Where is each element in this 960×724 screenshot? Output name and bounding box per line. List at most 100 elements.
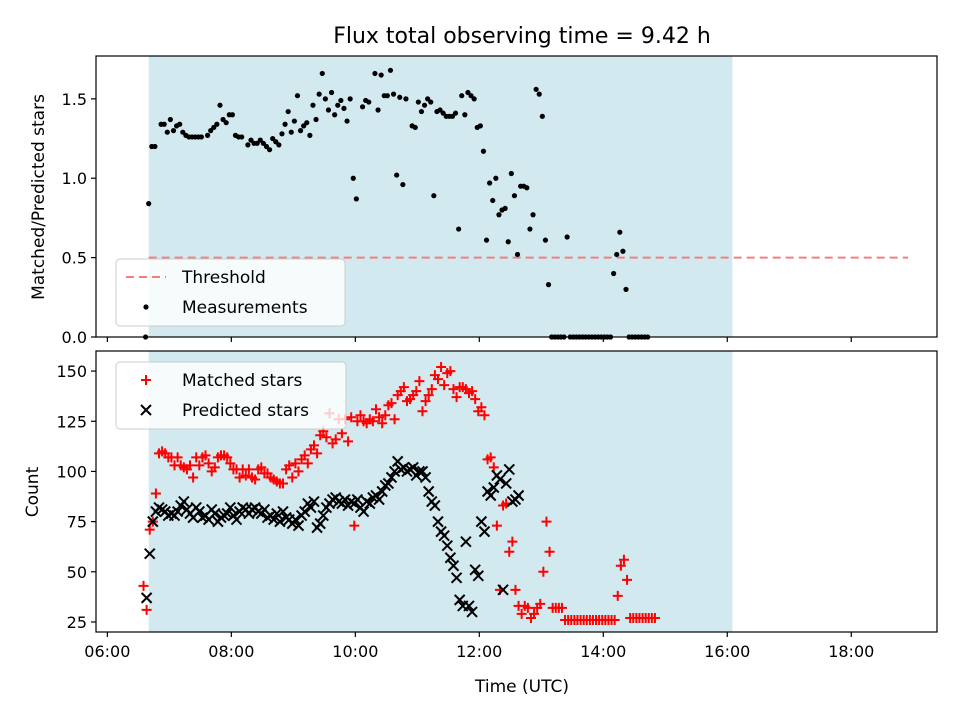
data-point [321, 432, 332, 443]
data-point [347, 96, 353, 102]
data-point [310, 102, 316, 108]
data-point [335, 102, 341, 108]
data-point [452, 110, 459, 116]
data-point [511, 193, 518, 199]
data-point [505, 239, 511, 245]
data-point [476, 402, 487, 413]
data-point [564, 234, 570, 240]
data-point [544, 546, 555, 557]
data-point [541, 516, 552, 527]
data-point [400, 181, 406, 188]
data-point [185, 460, 196, 471]
data-point [478, 525, 491, 538]
data-point [439, 380, 450, 391]
legend-predicted-swatch [140, 404, 152, 416]
data-point [483, 237, 490, 243]
data-point [316, 91, 322, 97]
data-point [417, 406, 428, 417]
x-tick-label: 10:00 [332, 642, 378, 661]
legend-threshold-label: Threshold [181, 268, 266, 288]
data-point [538, 566, 549, 577]
data-point [390, 91, 397, 97]
data-point [221, 507, 233, 520]
data-point [380, 410, 391, 421]
data-point [293, 466, 304, 477]
data-point [298, 505, 311, 518]
y-tick-label: 0.5 [62, 249, 87, 268]
data-point [308, 495, 320, 508]
legend-box [115, 361, 347, 430]
data-point [618, 554, 629, 565]
data-point [203, 458, 214, 469]
data-point [475, 515, 488, 528]
data-point [161, 121, 167, 127]
data-point [292, 519, 305, 532]
data-point [453, 594, 466, 606]
data-point [545, 282, 552, 288]
data-point [376, 485, 388, 498]
data-point [414, 376, 425, 387]
plot-frame [95, 350, 938, 633]
data-point [289, 513, 302, 526]
data-point [412, 124, 418, 131]
data-point [467, 386, 478, 397]
y-tick-label: 1.0 [62, 169, 87, 188]
data-point [349, 520, 360, 531]
data-point [267, 513, 280, 526]
data-point [484, 489, 497, 502]
data-point [429, 499, 441, 512]
data-point [385, 471, 398, 484]
data-point [370, 404, 381, 415]
data-point [463, 600, 475, 612]
data-point [612, 590, 623, 601]
y-tick-label: 0.0 [62, 328, 87, 347]
data-point [330, 434, 341, 445]
data-point [384, 93, 390, 99]
data-point [542, 237, 549, 243]
data-point [529, 608, 540, 619]
data-point [319, 70, 325, 77]
data-point [152, 143, 158, 150]
data-point [428, 99, 434, 105]
x-tick-label: 08:00 [208, 642, 254, 661]
data-point [423, 390, 434, 401]
data-point [346, 412, 357, 423]
data-point [209, 462, 220, 473]
data-point [436, 362, 447, 373]
data-point [514, 251, 521, 258]
data-point [274, 515, 286, 528]
data-point [539, 113, 545, 119]
x-tick-label: 12:00 [456, 642, 502, 661]
data-point [460, 535, 472, 548]
data-point [146, 201, 152, 207]
data-point [234, 472, 245, 483]
data-point [288, 129, 294, 135]
data-point [343, 436, 354, 447]
data-point [271, 507, 283, 520]
y-tick-label: 75 [67, 513, 87, 532]
data-point [144, 524, 155, 535]
data-point [138, 580, 149, 591]
data-point [230, 513, 243, 526]
data-point [172, 452, 183, 463]
top-y-axis-label: Matched/Predicted stars [29, 94, 49, 300]
data-point [299, 450, 310, 461]
data-point [447, 560, 460, 572]
data-point [278, 478, 289, 489]
data-point [353, 196, 359, 202]
data-point [266, 147, 273, 153]
y-tick-label: 125 [56, 412, 87, 431]
data-point [441, 539, 453, 552]
data-point [171, 505, 184, 518]
data-point [245, 142, 251, 148]
data-point [243, 464, 254, 475]
y-tick-label: 50 [67, 563, 87, 582]
x-tick-label: 14:00 [580, 642, 626, 661]
data-point [141, 604, 152, 615]
data-point [415, 99, 421, 105]
legend: Matched stars Predicted stars [115, 361, 347, 430]
data-point [194, 460, 205, 471]
data-point [140, 592, 153, 604]
data-point [217, 102, 223, 108]
data-point [193, 505, 206, 518]
